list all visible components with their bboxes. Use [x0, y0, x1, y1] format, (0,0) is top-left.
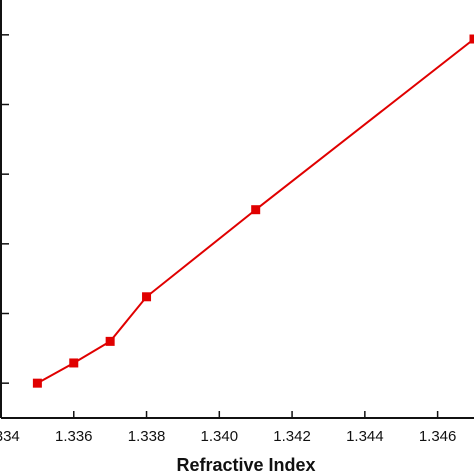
data-point [105, 336, 115, 346]
x-tick-label: 1.334 [0, 428, 20, 445]
data-point [469, 34, 474, 44]
data-point [32, 378, 42, 388]
x-tick-label: 1.340 [201, 428, 239, 445]
x-tick-label: 1.344 [346, 428, 384, 445]
data-point [69, 358, 79, 368]
data-point [251, 205, 261, 215]
x-axis-label: Refractive Index [176, 455, 315, 474]
data-point [142, 292, 152, 302]
x-tick-label: 1.338 [128, 428, 166, 445]
x-tick-label: 1.342 [273, 428, 311, 445]
data-line [36, 38, 474, 385]
x-tick-label: 1.346 [419, 428, 457, 445]
x-tick-label: 1.336 [55, 428, 93, 445]
